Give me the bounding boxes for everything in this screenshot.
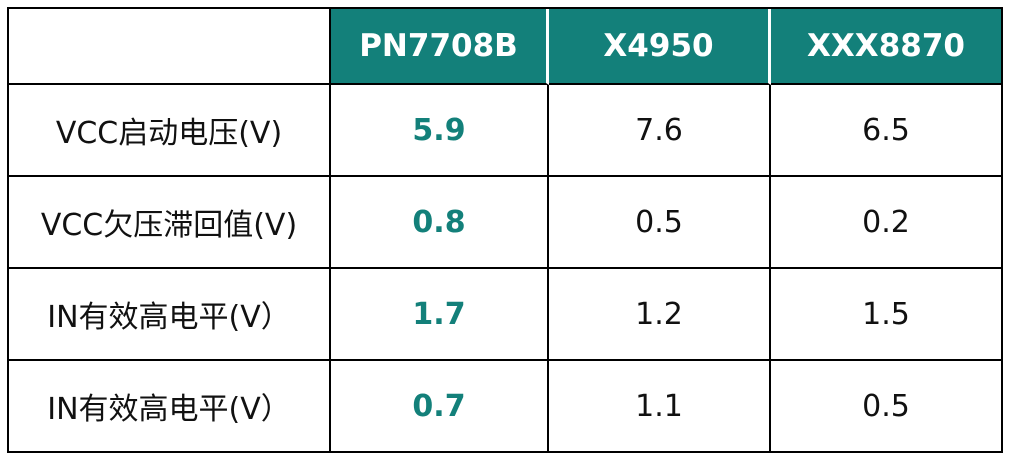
value-cell: 1.7 (331, 269, 549, 361)
corner-cell (9, 9, 331, 85)
value-cell: 7.6 (549, 85, 771, 177)
value-cell: 1.5 (771, 269, 1003, 361)
value-cell: 6.5 (771, 85, 1003, 177)
value-cell: 0.5 (549, 177, 771, 269)
column-header: XXX8870 (771, 9, 1003, 85)
value-cell: 1.2 (549, 269, 771, 361)
row-label: VCC启动电压(V) (9, 85, 331, 177)
row-label: IN有效高电平(V） (9, 269, 331, 361)
column-header: PN7708B (331, 9, 549, 85)
row-label: IN有效高电平(V） (9, 361, 331, 453)
value-cell: 5.9 (331, 85, 549, 177)
value-cell: 0.7 (331, 361, 549, 453)
value-cell: 0.5 (771, 361, 1003, 453)
value-cell: 0.8 (331, 177, 549, 269)
comparison-table: PN7708B X4950 XXX8870 VCC启动电压(V) 5.9 7.6 6.5 VC… (7, 7, 1003, 453)
value-cell: 1.1 (549, 361, 771, 453)
row-label: VCC欠压滞回值(V) (9, 177, 331, 269)
value-cell: 0.2 (771, 177, 1003, 269)
column-header: X4950 (549, 9, 771, 85)
